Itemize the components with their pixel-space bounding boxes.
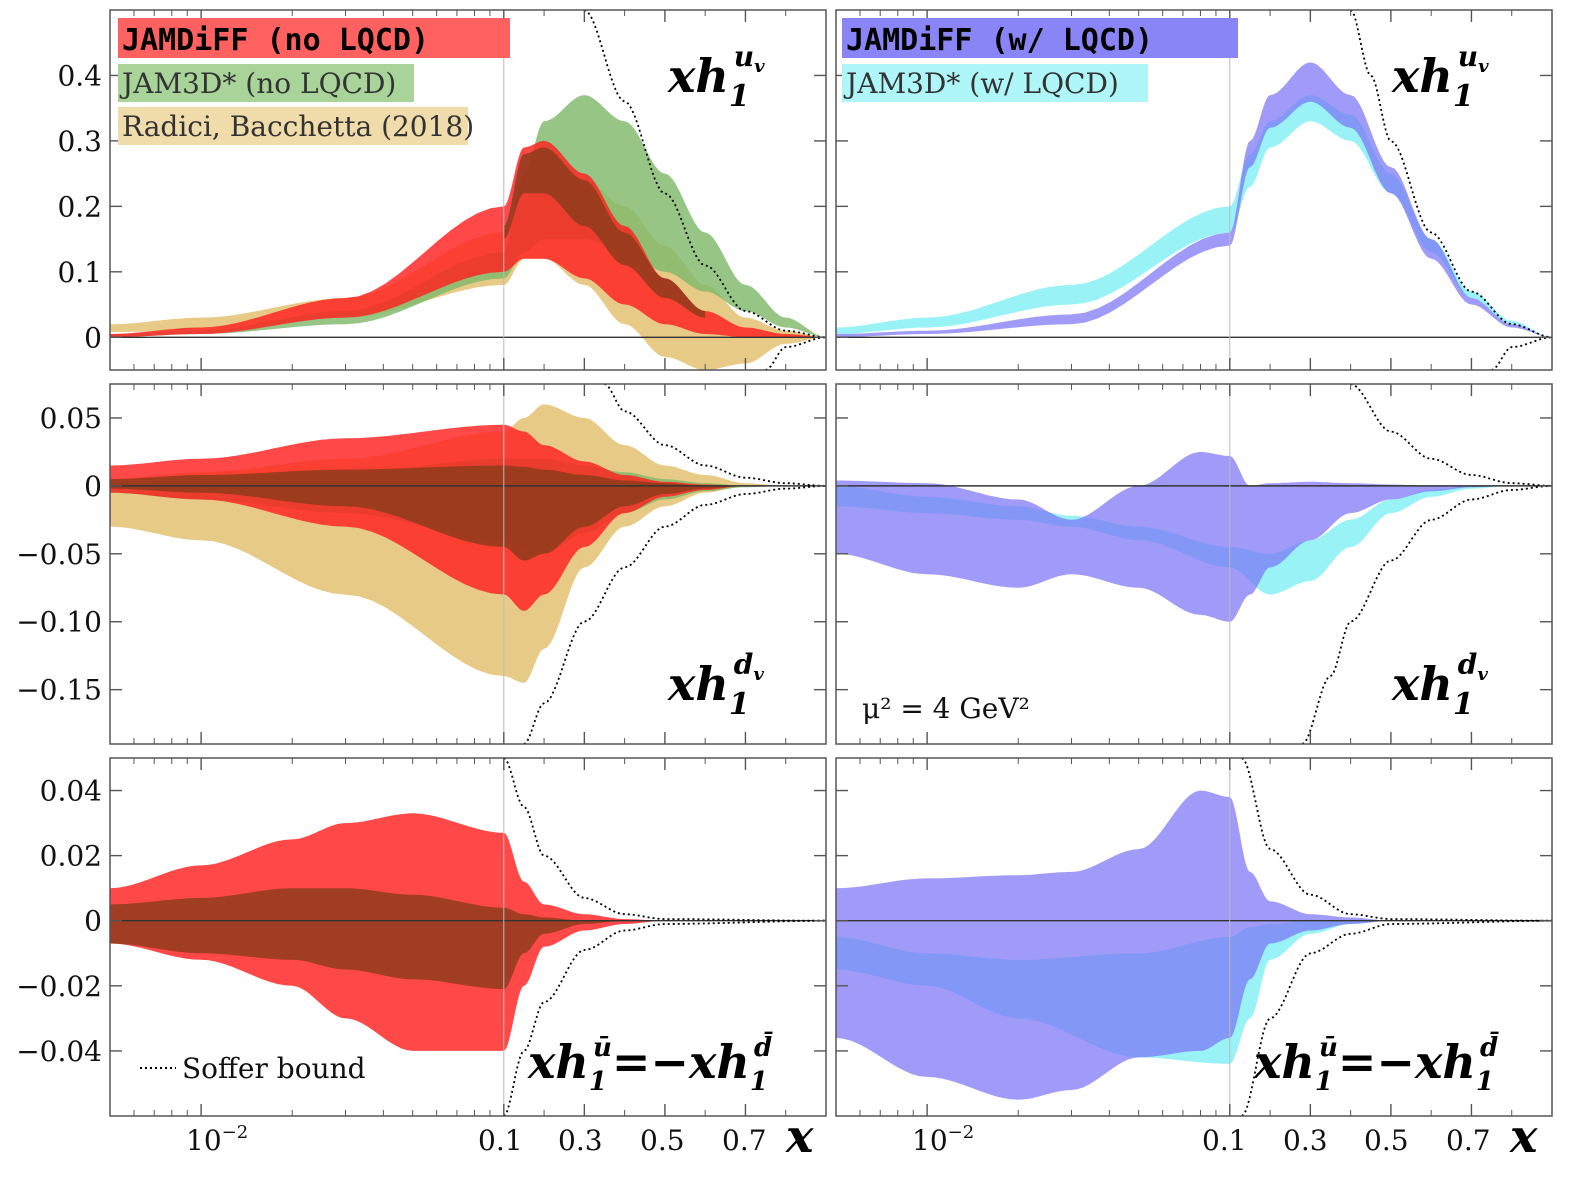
band-uv-w-0 xyxy=(836,95,1552,338)
xtick-left-0.3: 0.3 xyxy=(558,1124,603,1157)
panel-uv-w xyxy=(835,9,1553,371)
scale-note: μ² = 4 GeV² xyxy=(862,692,1030,725)
y-tick-label: −0.05 xyxy=(16,538,102,571)
y-tick-label: 0.02 xyxy=(40,840,102,873)
y-tick-label: −0.10 xyxy=(16,606,102,639)
y-tick-label: 0.04 xyxy=(40,775,102,808)
panel-frame xyxy=(109,383,827,745)
y-tick-label: 0.2 xyxy=(57,190,102,223)
panel-sea-no: 0.04 0.02 0 −0.02 −0.04 xyxy=(16,757,827,1117)
soffer-lower xyxy=(1241,919,1552,1116)
band-uv-w-1 xyxy=(836,62,1552,338)
y-tick-label: −0.15 xyxy=(16,674,102,707)
y-tick-label: 0.05 xyxy=(40,402,102,435)
label-sea-left: xh1ū=−xh1d̄ xyxy=(527,1031,773,1097)
panel-plot-area xyxy=(110,758,826,1116)
x-axis-symbol-right: x xyxy=(1509,1109,1538,1163)
panel-frame xyxy=(835,757,1553,1117)
y-tick-label: −0.04 xyxy=(16,1035,102,1068)
panel-plot-area xyxy=(836,758,1552,1116)
legend-jam3d-no: JAM3D* (no LQCD) xyxy=(119,67,396,100)
soffer-lower xyxy=(503,919,826,1116)
soffer-lower xyxy=(1301,485,1552,744)
y-tick-label: 0.4 xyxy=(57,59,102,92)
xtick-right-0.7: 0.7 xyxy=(1446,1124,1491,1157)
soffer-upper xyxy=(1350,384,1552,487)
soffer-legend-label: Soffer bound xyxy=(182,1052,366,1085)
band-uv-no-2 xyxy=(110,140,826,338)
xtick-left-0.7: 0.7 xyxy=(722,1124,767,1157)
label-uv-left: xh1uv xyxy=(667,40,765,114)
panel-frame xyxy=(109,757,827,1117)
panel-frame xyxy=(835,9,1553,371)
soffer-legend: Soffer bound xyxy=(140,1052,366,1085)
panel-dv-w xyxy=(835,383,1553,745)
band-sea-no-1 xyxy=(110,888,826,990)
legend-right: JAMDiFF (w/ LQCD) JAM3D* (w/ LQCD) xyxy=(842,18,1238,102)
panel-plot-area xyxy=(836,10,1552,370)
y-tick-label: 0 xyxy=(84,470,102,503)
xtick-right-0.3: 0.3 xyxy=(1283,1124,1328,1157)
xtick-right-0.1: 0.1 xyxy=(1202,1124,1247,1157)
soffer-upper xyxy=(503,758,826,922)
panels-layer: 00.10.20.30.40.050−0.05−0.10−0.150.040.0… xyxy=(16,9,1553,1117)
y-tick-label: 0.3 xyxy=(57,125,102,158)
label-dv-left: xh1dv xyxy=(667,648,764,722)
y-tick-label: 0 xyxy=(84,321,102,354)
legend-left: JAMDiFF (no LQCD) JAM3D* (no LQCD) Radic… xyxy=(118,18,510,145)
legend-jam3d-w: JAM3D* (w/ LQCD) xyxy=(843,67,1119,100)
label-uv-right: xh1uv xyxy=(1391,40,1489,114)
xtick-left-0.5: 0.5 xyxy=(640,1124,685,1157)
soffer-lower xyxy=(1491,336,1552,370)
soffer-lower xyxy=(765,336,826,370)
y-tick-label: 0.1 xyxy=(57,256,102,289)
legend-radici: Radici, Bacchetta (2018) xyxy=(122,110,474,143)
x-axis-symbol-left: x xyxy=(785,1109,814,1163)
legend-swatch-jamdiff-no xyxy=(118,18,510,58)
xtick-right-1e-2: 10−2 xyxy=(912,1122,974,1157)
xtick-left-0.1: 0.1 xyxy=(478,1124,523,1157)
y-tick-label: −0.02 xyxy=(16,970,102,1003)
panel-plot-area xyxy=(110,10,826,370)
y-tick-label: 0 xyxy=(84,905,102,938)
legend-swatch-jam3d-no xyxy=(118,64,414,102)
legend-swatch-radici xyxy=(118,107,468,145)
band-sea-w-1 xyxy=(836,790,1552,1100)
soffer-upper xyxy=(1241,758,1552,922)
panel-dv-no: 0.05 0 −0.05 −0.10 −0.15 xyxy=(16,383,827,745)
band-dv-no-3 xyxy=(110,465,826,561)
panel-plot-area xyxy=(836,384,1552,744)
xtick-left-1e-2: 10−2 xyxy=(186,1122,248,1157)
panel-sea-w xyxy=(835,757,1553,1117)
legend-swatch-jamdiff-w xyxy=(842,18,1238,58)
panel-frame xyxy=(109,9,827,371)
x-axis-labels: 10−2 0.1 0.3 0.5 0.7 x 10−2 0.1 0.3 0.5 … xyxy=(186,1109,1538,1163)
band-dv-w-1 xyxy=(836,451,1552,622)
legend-jamdiff-w: JAMDiFF (w/ LQCD) xyxy=(846,23,1153,58)
legend-jamdiff-no: JAMDiFF (no LQCD) xyxy=(122,23,429,58)
band-uv-no-3 xyxy=(503,147,706,318)
panel-plot-area xyxy=(110,384,826,744)
label-dv-right: xh1dv xyxy=(1391,648,1488,722)
soffer-upper xyxy=(1350,10,1552,339)
label-sea-right: xh1ū=−xh1d̄ xyxy=(1253,1031,1499,1097)
legend-swatch-jam3d-w xyxy=(842,64,1148,102)
panel-uv-no: 0 0.1 0.2 0.3 0.4 xyxy=(57,9,827,371)
xtick-right-0.5: 0.5 xyxy=(1364,1124,1409,1157)
panel-frame xyxy=(835,383,1553,745)
